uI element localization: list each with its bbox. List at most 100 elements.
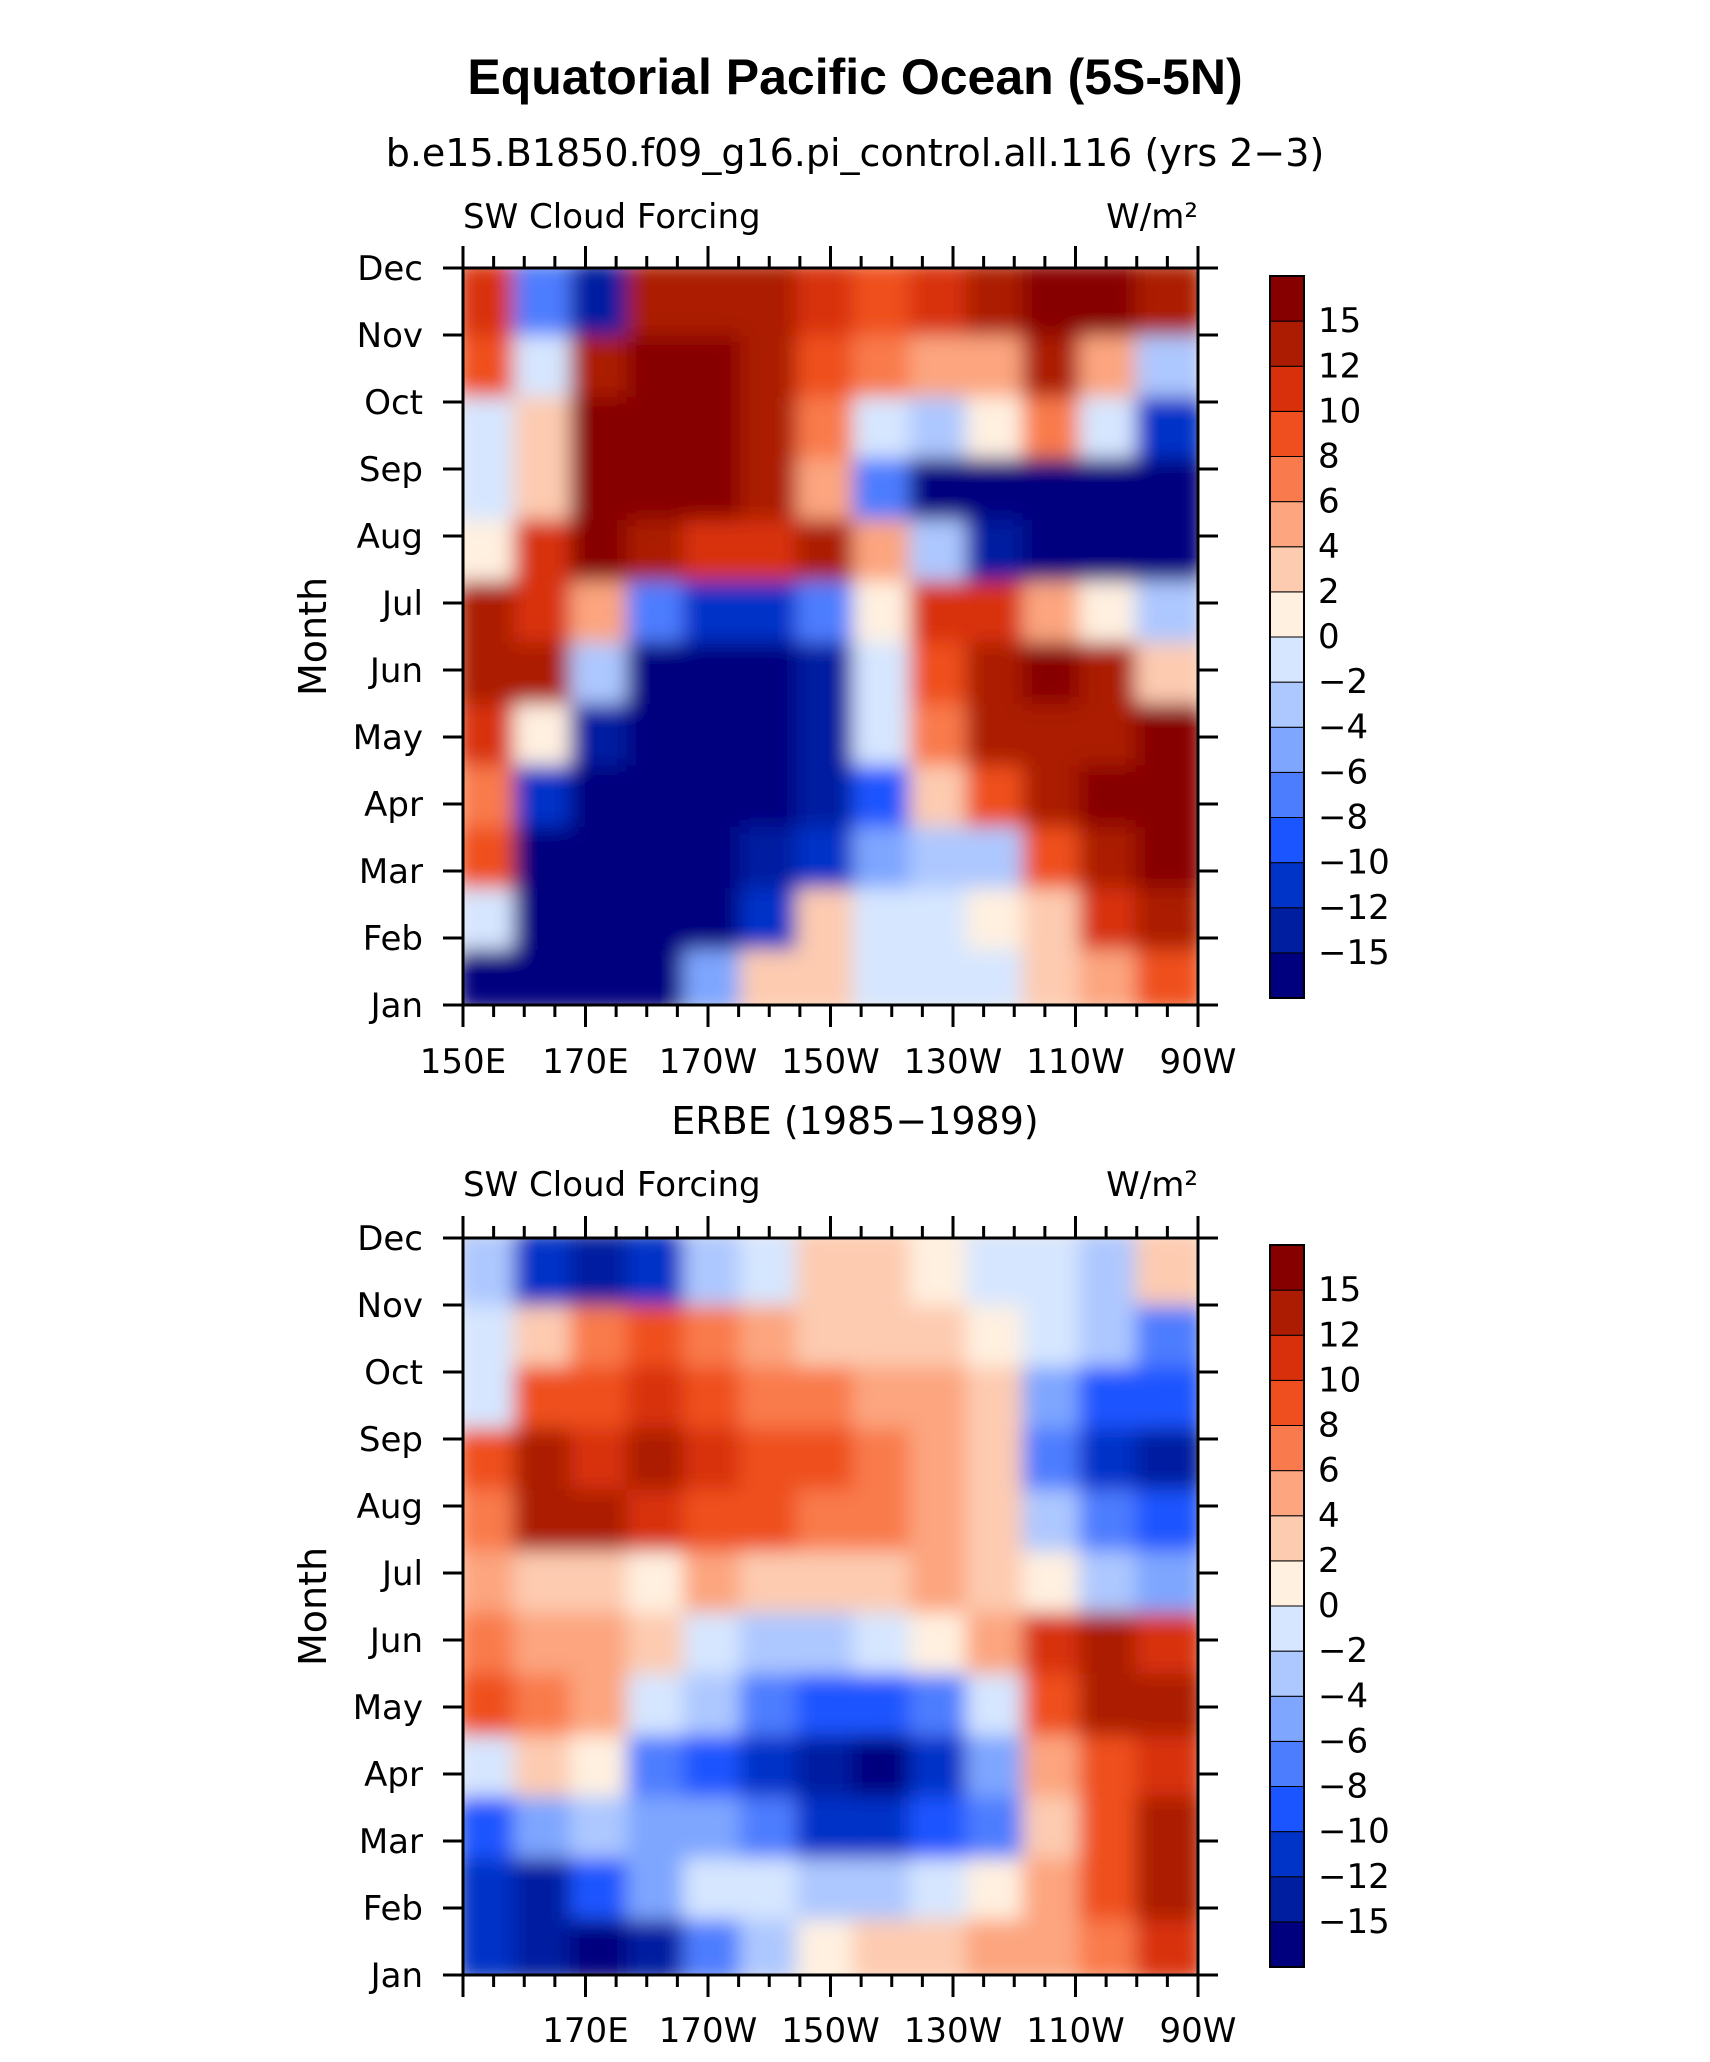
y-tick-label: Dec (357, 249, 423, 289)
colorbar-swatch (1269, 771, 1305, 818)
colorbar-swatch (1269, 1244, 1305, 1291)
x-tick-label: 150E (420, 1042, 506, 1082)
colorbar-swatch (1269, 275, 1305, 322)
colorbar-label: 2 (1318, 1541, 1340, 1581)
heatmap-cell (1135, 1846, 1198, 1920)
heatmap-cell (1135, 1354, 1198, 1429)
colorbar-label: −8 (1318, 1767, 1368, 1807)
colorbar-swatch (1269, 1289, 1305, 1336)
heatmap-cell (1135, 1477, 1198, 1552)
colorbar-swatch (1269, 1831, 1305, 1878)
heatmap-cell (1135, 1416, 1198, 1490)
heatmap-cell (1135, 569, 1198, 643)
y-tick-label: Sep (359, 450, 423, 490)
y-tick-label: Jul (380, 584, 423, 624)
panel-1-heatmap (463, 268, 1198, 1005)
x-tick-label: 90W (1160, 2011, 1237, 2051)
y-tick-label: Feb (363, 919, 423, 959)
x-tick-label: 170W (659, 2011, 758, 2051)
colorbar-swatch (1269, 1515, 1305, 1562)
y-tick-label: May (353, 718, 423, 758)
colorbar-swatch (1269, 1470, 1305, 1517)
panel-2-y-axis-label: Month (291, 1547, 335, 1666)
heatmap-cell (1135, 1238, 1198, 1306)
colorbar-label: −15 (1318, 933, 1390, 973)
panel-1-variable-label: SW Cloud Forcing (463, 197, 761, 237)
colorbar-swatch (1269, 1560, 1305, 1607)
panel-1-y-axis-label: Month (291, 577, 335, 696)
colorbar-swatch (1269, 681, 1305, 728)
colorbar-label: −4 (1318, 707, 1368, 747)
colorbar-swatch (1269, 1740, 1305, 1787)
colorbar-swatch (1269, 1605, 1305, 1652)
colorbar-swatch (1269, 546, 1305, 593)
y-tick-label: Apr (364, 785, 423, 825)
y-tick-label: Aug (357, 517, 423, 557)
heatmap-cell (1135, 876, 1198, 950)
colorbar-label: 6 (1318, 1451, 1340, 1491)
colorbar-frame (1269, 275, 1305, 999)
colorbar-label: 4 (1318, 1496, 1340, 1536)
heatmap-cell (1135, 1784, 1198, 1859)
panel-2-variable-label: SW Cloud Forcing (463, 1165, 761, 1205)
y-tick-label: Oct (364, 383, 423, 423)
colorbar-swatch (1269, 1695, 1305, 1742)
y-tick-label: Aug (357, 1487, 423, 1527)
colorbar-label: −4 (1318, 1676, 1368, 1716)
x-tick-label: 170E (542, 2011, 628, 2051)
colorbar-swatch (1269, 862, 1305, 909)
colorbar-swatch (1269, 591, 1305, 638)
colorbar-label: −2 (1318, 1631, 1368, 1671)
colorbar-swatch (1269, 1876, 1305, 1923)
colorbar-swatch (1269, 501, 1305, 548)
heatmap-cell (1135, 1293, 1198, 1367)
x-tick-label: 130W (904, 1042, 1003, 1082)
colorbar-swatch (1269, 1334, 1305, 1381)
colorbar-swatch (1269, 817, 1305, 864)
heatmap-cell (1135, 323, 1198, 397)
colorbar-label: 12 (1318, 1315, 1361, 1355)
colorbar-swatch (1269, 1921, 1305, 1968)
colorbar-swatch (1269, 1379, 1305, 1426)
x-tick-label: 150W (781, 2011, 880, 2051)
x-tick-label: 90W (1160, 1042, 1237, 1082)
y-tick-label: Mar (359, 1822, 423, 1862)
x-tick-label: 110W (1026, 1042, 1125, 1082)
y-tick-label: Feb (363, 1889, 423, 1929)
colorbar-label: −12 (1318, 1857, 1390, 1897)
colorbar-label: 10 (1318, 1360, 1361, 1400)
heatmap-cell (1135, 691, 1198, 766)
heatmap-cell (1135, 630, 1198, 704)
heatmap-cell (1135, 268, 1198, 336)
colorbar-label: −10 (1318, 1812, 1390, 1852)
colorbar-label: −15 (1318, 1902, 1390, 1942)
panel-1-subtitle: b.e15.B1850.f09_g16.pi_control.all.116 (… (386, 131, 1325, 175)
colorbar-label: −8 (1318, 798, 1368, 838)
panel-1-units-label: W/m² (1106, 197, 1198, 237)
panel-2-heatmap (463, 1238, 1198, 1975)
colorbar-label: 10 (1318, 391, 1361, 431)
y-tick-label: Dec (357, 1219, 423, 1259)
x-tick-label: 150W (781, 1042, 880, 1082)
heatmap-cell (1135, 446, 1198, 520)
heatmap-cell (1135, 1600, 1198, 1674)
colorbar-label: 0 (1318, 1586, 1340, 1626)
y-tick-label: Jan (369, 986, 423, 1026)
heatmap-cell (1135, 753, 1198, 827)
colorbar-swatch (1269, 636, 1305, 683)
y-tick-label: Jul (380, 1554, 423, 1594)
panel-2-units-label: W/m² (1106, 1165, 1198, 1205)
colorbar-label: −6 (1318, 1721, 1368, 1761)
y-tick-label: Jan (369, 1956, 423, 1996)
colorbar-label: 8 (1318, 437, 1340, 477)
colorbar-swatch (1269, 726, 1305, 773)
heatmap-cell (1135, 384, 1198, 459)
y-tick-label: Jun (368, 651, 423, 691)
colorbar-label: 4 (1318, 527, 1340, 567)
y-tick-label: Sep (359, 1420, 423, 1460)
colorbar-label: −6 (1318, 752, 1368, 792)
y-tick-label: Oct (364, 1353, 423, 1393)
colorbar-frame (1269, 1244, 1305, 1968)
